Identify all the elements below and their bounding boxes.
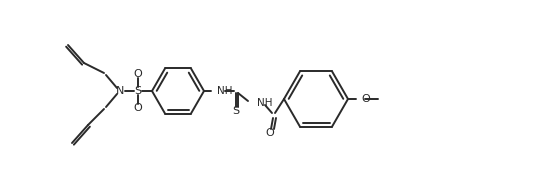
Text: S: S [232, 106, 239, 116]
Text: NH: NH [257, 98, 273, 108]
Text: N: N [116, 86, 124, 96]
Text: O: O [134, 69, 143, 79]
Text: O: O [134, 103, 143, 113]
Text: NH: NH [217, 86, 232, 96]
Text: O: O [361, 94, 370, 104]
Text: O: O [265, 128, 274, 138]
Text: S: S [134, 86, 141, 96]
